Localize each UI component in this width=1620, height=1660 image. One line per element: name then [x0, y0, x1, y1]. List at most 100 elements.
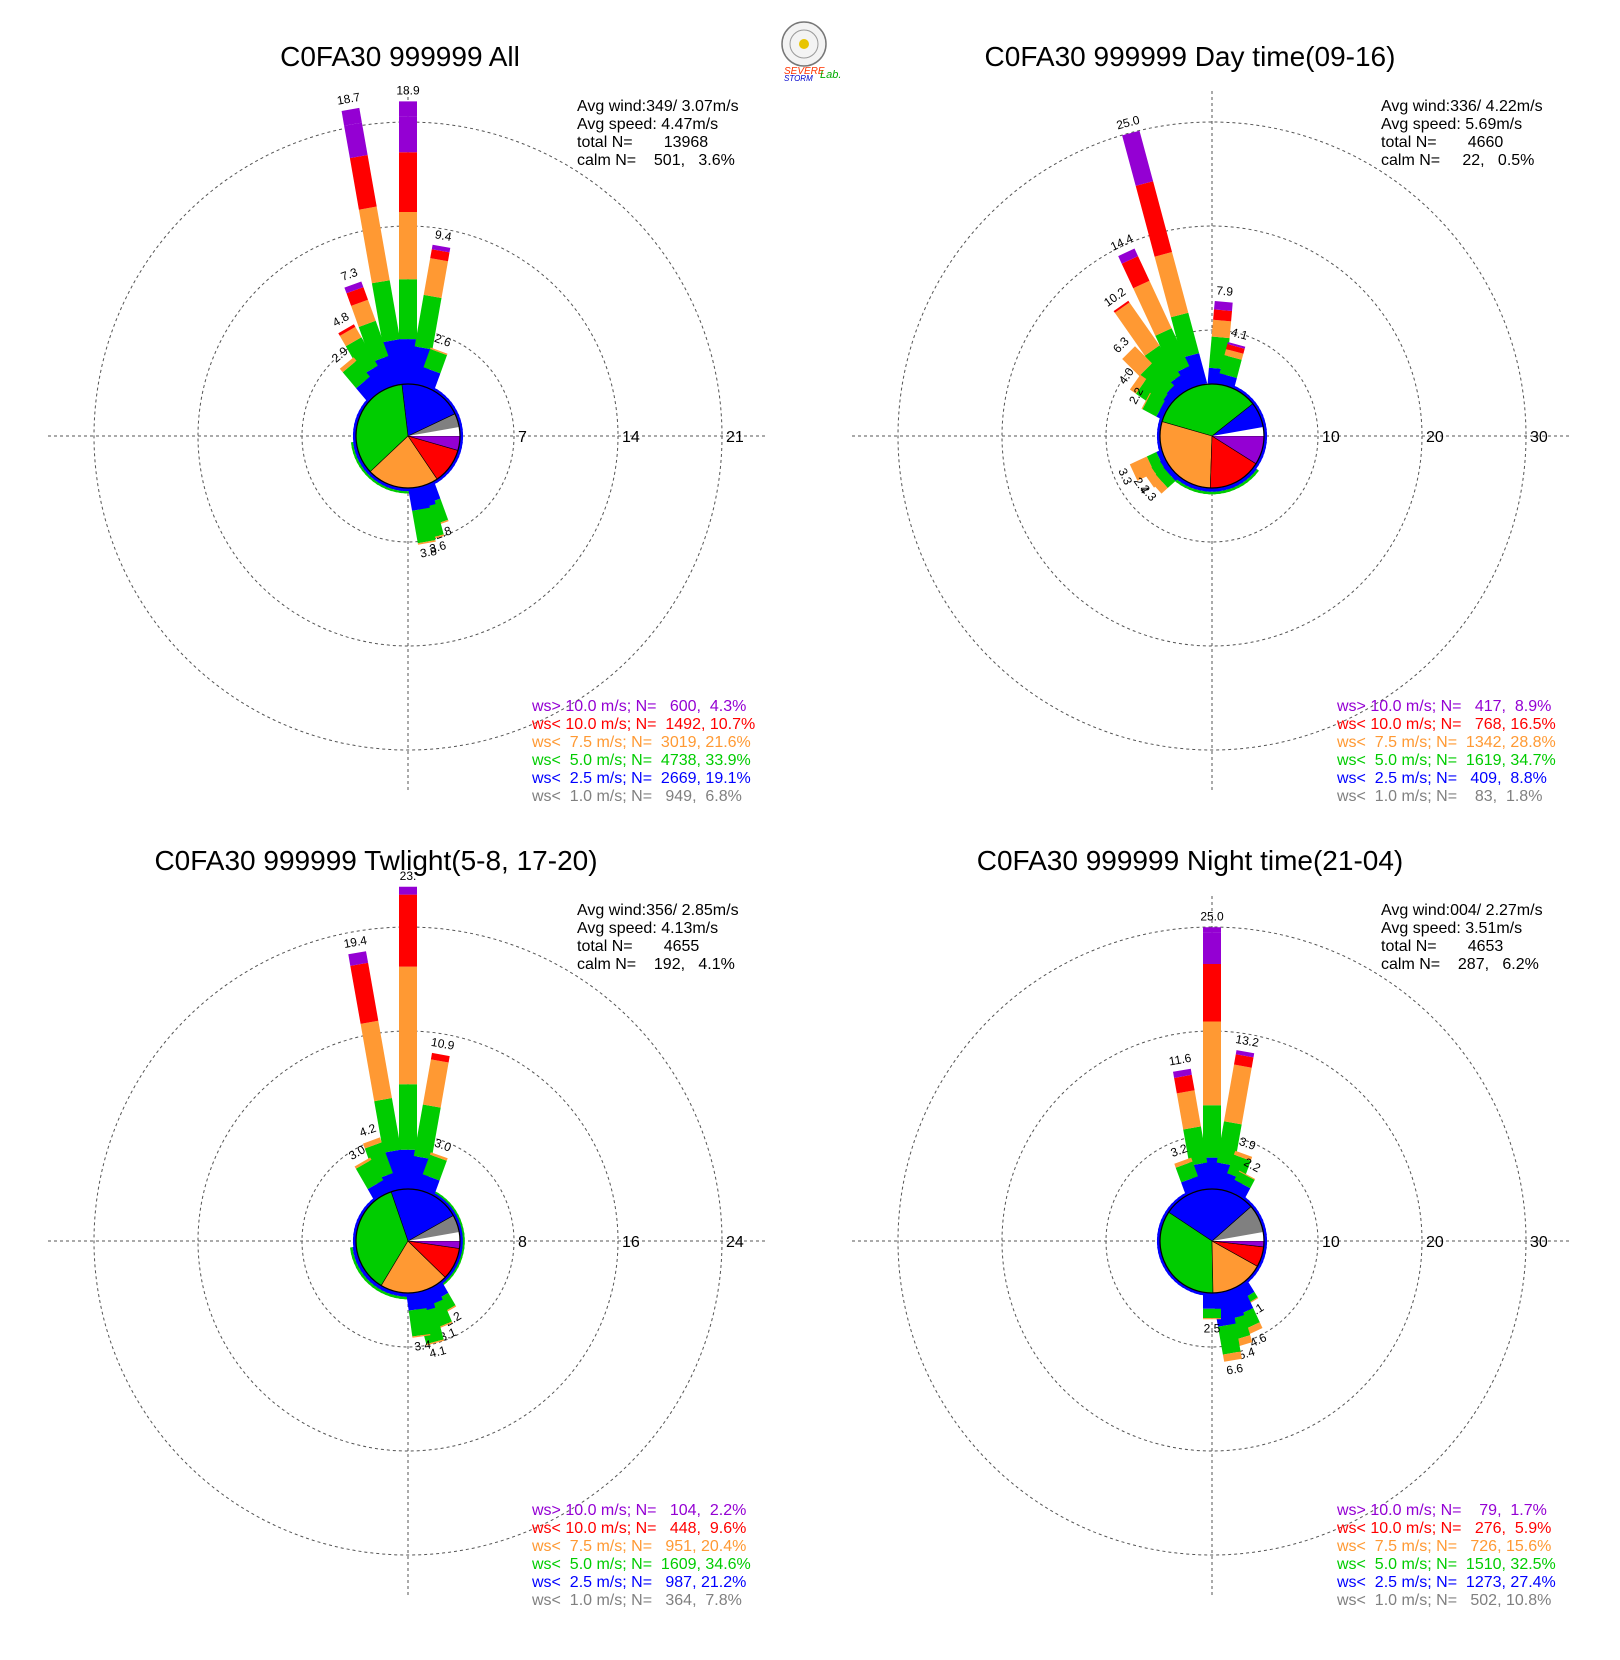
ring-label: 30	[1530, 1234, 1548, 1251]
pie-calm-wedge	[408, 427, 460, 436]
bar-total-label: 4.6	[1248, 1330, 1269, 1350]
legend-entry-gray: ws< 1.0 m/s; N= 949, 6.8%	[531, 788, 742, 805]
logo: SEVERE STORM Lab.	[781, 21, 841, 83]
bar-segment	[1142, 393, 1165, 417]
bar-segment	[408, 485, 430, 511]
bar-total-label: 6.6	[1225, 1361, 1244, 1378]
panel-title: C0FA30 999999 Night time(21-04)	[977, 845, 1403, 876]
bar-segment	[1203, 1293, 1221, 1309]
logo-seal-ring	[789, 29, 819, 59]
bar-segment	[399, 1084, 417, 1150]
bar-segment	[348, 951, 369, 966]
bar-segment	[344, 122, 368, 159]
ring-label: 16	[622, 1234, 640, 1251]
bar-segment	[430, 347, 448, 356]
bar-total-label: 25.0	[1200, 909, 1224, 923]
bar-segment	[1163, 464, 1180, 481]
bar-segment	[1133, 280, 1172, 336]
ring-label: 24	[726, 1234, 744, 1251]
bar-segment	[431, 244, 451, 253]
stats-line: Avg wind:349/ 3.07m/s	[577, 98, 739, 115]
panel-title: C0FA30 999999 All	[280, 41, 520, 72]
bar-total-label: 19.4	[343, 933, 369, 951]
panel-title: C0FA30 999999 Day time(09-16)	[985, 41, 1396, 72]
bar-segment	[374, 1098, 401, 1153]
bar-segment	[364, 1142, 393, 1180]
bar-segment	[1176, 1090, 1201, 1130]
bar-segment	[399, 152, 417, 212]
pie-outline	[1159, 1188, 1265, 1294]
bar-total-label: 3.6	[428, 538, 448, 556]
bar-segment	[413, 1104, 441, 1160]
bar-segment	[371, 280, 400, 343]
minor-bar	[350, 442, 355, 450]
bar-segment	[341, 107, 362, 126]
bar-segment	[1203, 1318, 1221, 1320]
bar-segment	[1224, 349, 1244, 360]
ring-label: 30	[1530, 429, 1548, 446]
bar-segment	[1227, 342, 1246, 349]
bar-segment	[1181, 1176, 1203, 1196]
stats-line: calm N= 22, 0.5%	[1381, 152, 1534, 169]
legend-entry-gray: ws< 1.0 m/s; N= 502, 10.8%	[1336, 1592, 1551, 1609]
bar-segment	[1233, 1150, 1253, 1161]
bar-total-label: 3.0	[433, 1136, 454, 1155]
panel-title: C0FA30 999999 Twlight(5-8, 17-20)	[154, 845, 597, 876]
bar-segment	[354, 1157, 372, 1169]
legend-entry-purple: ws> 10.0 m/s; N= 79, 1.7%	[1336, 1502, 1547, 1519]
bar-segment	[412, 507, 436, 544]
logo-text-severe: SEVERE	[784, 66, 825, 77]
bar-total-label: 18.7	[336, 90, 362, 108]
legend-entry-blue: ws< 2.5 m/s; N= 987, 21.2%	[531, 1574, 746, 1591]
wind-rose-panel-2: 10 20 3025.014.410.26.34.02.27.94.13.32.42…	[852, 41, 1572, 805]
stats-line: total N= 4655	[577, 938, 699, 955]
bar-segment	[1203, 1308, 1221, 1319]
stats-line: Avg speed: 4.13m/s	[577, 920, 718, 937]
ring-label: 14	[622, 429, 640, 446]
ring-label: 7	[518, 429, 527, 446]
bar-segment	[1149, 474, 1168, 494]
stats-line: total N= 4653	[1381, 938, 1503, 955]
bar-segment	[1219, 355, 1242, 378]
bar-segment	[339, 326, 362, 347]
bar-total-label: 3.2	[1169, 1141, 1190, 1160]
legend-entry-gray: ws< 1.0 m/s; N= 83, 1.8%	[1336, 788, 1542, 805]
bar-segment	[1211, 319, 1232, 339]
bar-total-label: 7.3	[339, 265, 360, 284]
stats-line: Avg wind:336/ 4.22m/s	[1381, 98, 1543, 115]
bar-segment	[1224, 1064, 1252, 1125]
bar-total-label: 23.	[400, 869, 417, 883]
bar-segment	[426, 1339, 444, 1346]
bar-segment	[1183, 1126, 1208, 1166]
legend-entry-red: ws< 10.0 m/s; N= 448, 9.6%	[531, 1520, 746, 1537]
bar-segment	[417, 367, 441, 391]
bar-segment	[1226, 344, 1245, 354]
legend-entry-blue: ws< 2.5 m/s; N= 409, 8.8%	[1336, 770, 1547, 787]
ring-label: 8	[518, 1234, 527, 1251]
bar-total-label: 4.1	[428, 1343, 448, 1361]
bar-segment	[408, 1308, 431, 1337]
bar-total-label: 3.8	[419, 544, 438, 561]
bar-segment	[1129, 374, 1147, 394]
stats-line: total N= 13968	[577, 134, 708, 151]
stats-line: calm N= 287, 6.2%	[1381, 956, 1539, 973]
legend-entry-blue: ws< 2.5 m/s; N= 1273, 27.4%	[1336, 1574, 1556, 1591]
bar-segment	[371, 356, 399, 391]
bar-total-label: 3.3	[1115, 466, 1135, 487]
bar-segment	[1228, 1179, 1251, 1200]
ring-label: 20	[1426, 1234, 1444, 1251]
bar-segment	[1218, 1323, 1241, 1355]
bar-segment	[399, 212, 417, 280]
bar-segment	[1234, 1171, 1255, 1189]
pie-calm-wedge	[408, 1232, 460, 1241]
bar-segment	[1235, 1050, 1255, 1058]
bar-segment	[1227, 1154, 1251, 1180]
bar-total-label: 4.1	[1230, 325, 1250, 343]
stats-line: total N= 4660	[1381, 134, 1503, 151]
stats-line: calm N= 192, 4.1%	[577, 956, 735, 973]
bar-segment	[399, 894, 417, 967]
bar-segment	[358, 206, 390, 284]
stats-line: calm N= 501, 3.6%	[577, 152, 735, 169]
bar-total-label: 2.5	[1204, 1321, 1221, 1335]
